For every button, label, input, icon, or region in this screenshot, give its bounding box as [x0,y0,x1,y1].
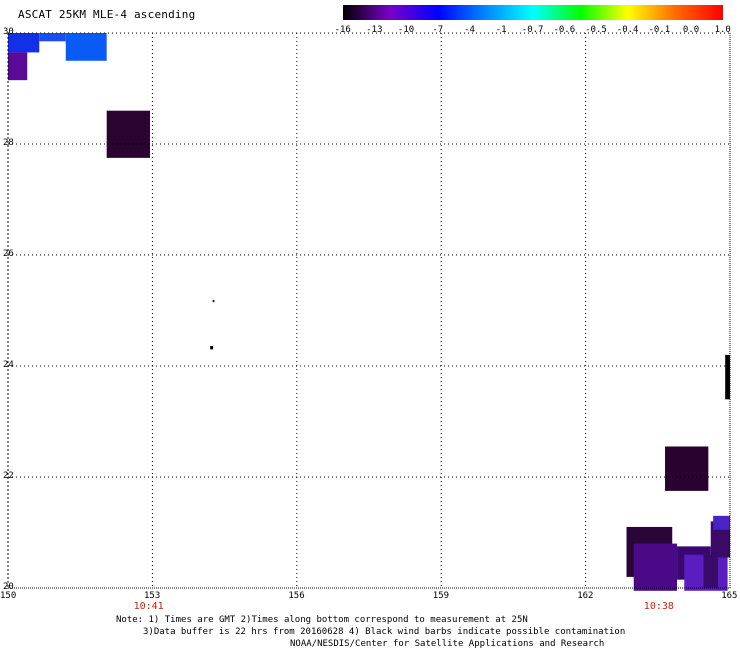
pass-time-label: 10:41 [133,601,164,612]
colorbar-label: -4 [464,25,475,35]
wind-cell [665,446,709,491]
colorbar-gradient [343,5,723,20]
wind-cell [39,33,66,42]
colorbar-label: -16 [334,25,351,35]
wind-cell [703,554,718,588]
colorbar-label: -0.4 [616,25,639,35]
map-frame [7,32,731,589]
note-line-2: 3)Data buffer is 22 hrs from 20160628 4)… [143,627,626,637]
wind-cell [713,515,730,530]
lon-label: 150 [0,591,17,601]
colorbar-label: -10 [397,25,415,35]
colorbar-label: -0.6 [553,25,576,35]
wind-cell [725,354,730,400]
lon-label: 156 [288,591,305,601]
colorbar-label: -13 [366,25,383,35]
lon-label: 165 [721,591,738,601]
lat-label: 20 [3,582,14,592]
lat-label: 24 [3,360,14,370]
note-line-3: NOAA/NESDIS/Center for Satellite Applica… [290,639,605,649]
note-line-1: Note: 1) Times are GMT 2)Times along bot… [116,615,528,625]
colorbar-label: 1.0 [714,25,731,35]
lat-label: 26 [3,249,14,259]
pass-time-label: 10:38 [643,601,674,612]
colorbar-label: 0.0 [682,25,700,35]
colorbar [343,5,723,20]
colorbar-label: -0.7 [521,25,544,35]
colorbar-label: -7 [432,25,444,35]
lon-label: 153 [144,591,161,601]
lon-label: 162 [577,591,594,601]
wind-cell [8,52,28,81]
lat-label: 28 [3,138,14,148]
product-title: ASCAT 25KM MLE-4 ascending [18,8,196,21]
lat-label: 22 [3,471,14,481]
lon-label: 159 [432,591,450,601]
wind-cell [212,299,215,303]
wind-cell [710,521,730,558]
lat-label: 30 [3,27,14,37]
wind-cell [633,543,678,591]
wind-cell [210,346,214,350]
colorbar-label: -1 [495,25,507,35]
colorbar-label: -0.5 [585,25,607,35]
wind-cell [106,110,150,158]
wind-cell [65,33,107,61]
wind-cell [8,33,40,53]
colorbar-label: -0.1 [648,25,671,35]
